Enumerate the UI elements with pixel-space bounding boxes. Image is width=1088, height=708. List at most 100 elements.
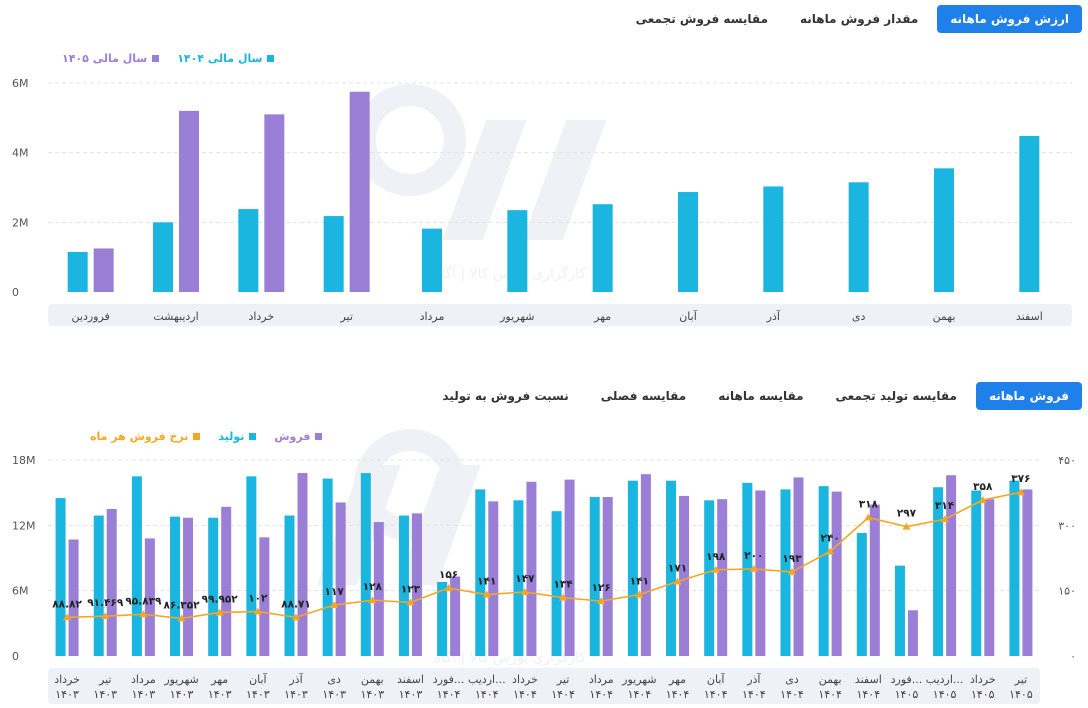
tab-cumulative-production-comparison[interactable]: مقایسه تولید تجمعی <box>835 389 957 403</box>
y-right-tick-label: ۴۵۰ <box>1058 454 1076 467</box>
sales-rate-data-label: ۱۴۱ <box>477 576 496 588</box>
bar-sales <box>602 497 613 656</box>
bar-fy1404 <box>238 209 259 292</box>
x-category-year: ۱۴۰۴ <box>818 688 842 701</box>
bar-sales <box>869 504 880 656</box>
y-tick-label: 6M <box>12 77 29 90</box>
x-category-month: مرداد <box>589 673 614 686</box>
tab-monthly-comparison[interactable]: مقایسه ماهانه <box>718 389 804 403</box>
legend-item-production[interactable]: تولید <box>218 430 257 443</box>
legend-swatch-orange <box>193 433 201 440</box>
sales-rate-data-label: ۲۹۷ <box>897 508 917 520</box>
x-category-year: ۱۴۰۳ <box>322 688 346 701</box>
x-category-label: مرداد <box>420 310 445 323</box>
bar-production <box>398 515 409 656</box>
sales-rate-data-label: ۸۸.۷۱ <box>281 598 311 610</box>
bar-sales <box>297 473 308 656</box>
bar-sales <box>488 501 499 656</box>
sales-rate-data-label: ۹۵.۸۳۹ <box>125 595 162 607</box>
bar-production <box>971 490 982 656</box>
bar-production <box>360 473 371 656</box>
sales-rate-data-label: ۱۳۴ <box>553 579 573 591</box>
bar-sales <box>259 537 270 656</box>
x-category-month: بهمن <box>819 673 842 686</box>
legend-item-sales-rate[interactable]: نرخ فروش هر ماه <box>90 430 201 443</box>
sales-rate-point <box>635 590 644 598</box>
tab-monthly-sales[interactable]: فروش ماهانه <box>975 382 1082 410</box>
x-category-year: ۱۴۰۳ <box>208 688 232 701</box>
bar-fy1405 <box>264 114 285 292</box>
x-category-year: ۱۴۰۴ <box>856 688 880 701</box>
sales-rate-data-label: ۱۲۶ <box>592 582 611 594</box>
x-category-month: آبان <box>249 672 267 686</box>
x-category-year: ۱۴۰۵ <box>1009 688 1033 701</box>
x-category-month: دی <box>327 673 341 686</box>
x-axis-band <box>48 304 1072 326</box>
legend-item-fy1405[interactable]: سال مالی ۱۴۰۵ <box>62 52 160 65</box>
y-left-tick-label: 12M <box>12 519 36 532</box>
sales-rate-data-label: ۱۱۷ <box>325 586 345 598</box>
bar-sales <box>984 499 995 656</box>
sales-rate-data-label: ۱۲۳ <box>401 583 421 595</box>
x-category-month: آبان <box>707 672 725 686</box>
watermark-shape <box>442 120 527 240</box>
tab-monthly-sales-quantity[interactable]: مقدار فروش ماهانه <box>800 12 919 26</box>
x-category-year: ۱۴۰۳ <box>93 688 117 701</box>
y-left-tick-label: 6M <box>12 585 29 598</box>
legend-label: تولید <box>218 430 245 443</box>
watermark-caption: کارگزاری بورس کالا | آگاه <box>434 649 587 666</box>
legend-item-sales[interactable]: فروش <box>274 430 323 443</box>
sales-rate-point <box>444 584 453 592</box>
x-category-label: تیر <box>339 310 352 323</box>
x-category-label: مهر <box>593 310 611 323</box>
sales-rate-point <box>63 613 72 621</box>
top-chart-legend: سال مالی ۱۴۰۴ سال مالی ۱۴۰۵ <box>62 52 275 65</box>
watermark-shape <box>522 120 607 240</box>
tab-cumulative-sales-comparison[interactable]: مقایسه فروش تجمعی <box>635 12 768 26</box>
sales-rate-point <box>711 565 720 573</box>
x-category-year: ۱۴۰۳ <box>284 688 308 701</box>
legend-swatch-blue <box>267 55 275 62</box>
x-category-label: اردیبهشت <box>153 310 198 323</box>
x-category-month: فورد... <box>891 673 923 686</box>
x-category-month: تیر <box>556 673 569 686</box>
bar-production <box>208 517 219 656</box>
sales-rate-data-label: ۱۵۶ <box>439 569 458 581</box>
tab-monthly-sales-value[interactable]: ارزش فروش ماهانه <box>937 5 1082 33</box>
legend-item-fy1404[interactable]: سال مالی ۱۴۰۴ <box>177 52 275 65</box>
x-category-year: ۱۴۰۳ <box>360 688 384 701</box>
bar-sales <box>450 576 461 656</box>
watermark-shape <box>354 84 466 196</box>
x-category-year: ۱۴۰۴ <box>780 688 804 701</box>
legend-swatch-purple <box>315 433 323 440</box>
bar-fy1404 <box>592 204 613 292</box>
sales-rate-point <box>864 513 873 521</box>
x-category-year: ۱۴۰۳ <box>399 688 423 701</box>
watermark-logo: کارگزاری بورس کالا | آگاه <box>354 84 607 282</box>
sales-rate-point <box>597 597 606 605</box>
bar-production <box>1009 480 1020 656</box>
legend-swatch-blue <box>249 433 257 440</box>
y-right-tick-label: ۰ <box>1070 650 1076 663</box>
bar-production <box>704 500 715 656</box>
bar-production <box>93 515 104 656</box>
sales-rate-point <box>940 515 949 523</box>
bar-production <box>322 478 333 656</box>
sales-rate-point <box>177 614 186 622</box>
legend-label: سال مالی ۱۴۰۵ <box>62 52 148 65</box>
y-tick-label: 2M <box>12 216 29 229</box>
x-category-label: دی <box>852 310 866 323</box>
bar-production <box>284 515 295 656</box>
sales-rate-data-label: ۱۴۱ <box>630 576 649 588</box>
bar-sales <box>183 517 194 656</box>
sales-rate-point <box>253 607 262 615</box>
sales-rate-data-label: ۲۰۰ <box>744 550 763 562</box>
sales-rate-point <box>482 590 491 598</box>
legend-label: نرخ فروش هر ماه <box>90 430 189 443</box>
x-category-month: بهمن <box>361 673 384 686</box>
sales-rate-data-label: ۳۱۴ <box>935 500 955 512</box>
tab-seasonal-comparison[interactable]: مقایسه فصلی <box>600 389 687 403</box>
bar-sales <box>640 474 651 656</box>
tab-sales-to-production-ratio[interactable]: نسبت فروش به تولید <box>442 389 569 403</box>
bar-fy1404 <box>678 192 698 292</box>
